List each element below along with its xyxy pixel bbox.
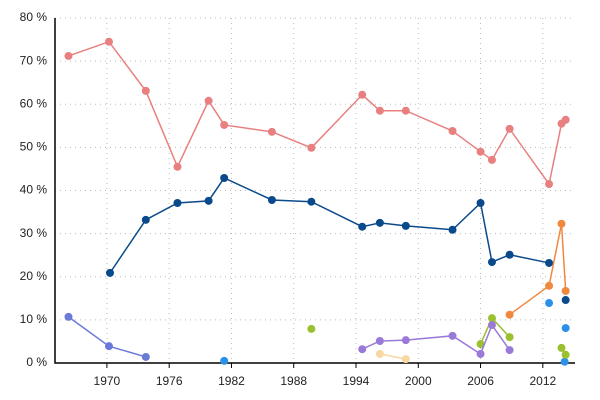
point: [401, 106, 410, 115]
point: [561, 296, 570, 305]
y-tick-label: 40 %: [20, 183, 48, 197]
point: [545, 180, 554, 189]
point: [204, 96, 213, 105]
point: [401, 221, 410, 230]
point: [487, 321, 496, 330]
point: [545, 258, 554, 267]
point: [358, 345, 367, 354]
point: [104, 342, 113, 351]
y-tick-label: 10 %: [20, 312, 48, 326]
point: [307, 324, 316, 333]
point: [560, 357, 569, 366]
point: [505, 346, 514, 355]
point: [375, 337, 384, 346]
point: [545, 299, 554, 308]
point: [375, 218, 384, 227]
point: [505, 333, 514, 342]
y-tick-label: 60 %: [20, 96, 48, 110]
point: [307, 143, 316, 152]
point: [204, 196, 213, 205]
y-tick-label: 20 %: [20, 269, 48, 283]
point: [476, 340, 485, 349]
point: [545, 281, 554, 290]
x-tick-label: 2006: [467, 374, 494, 388]
point: [476, 147, 485, 156]
series-line: [68, 316, 147, 358]
x-tick-label: 1988: [280, 374, 307, 388]
point: [358, 90, 367, 99]
axes: [54, 18, 575, 364]
point: [448, 331, 457, 340]
point: [476, 199, 485, 208]
point: [141, 86, 150, 95]
point: [220, 120, 229, 129]
point: [307, 197, 316, 206]
y-tick-label: 0 %: [26, 355, 47, 369]
y-tick-label: 80 %: [20, 10, 48, 24]
point: [487, 258, 496, 267]
y-tick-label: 50 %: [20, 140, 48, 154]
point: [141, 352, 150, 361]
point: [505, 310, 514, 319]
point: [141, 215, 150, 224]
point: [375, 349, 384, 358]
point: [561, 350, 570, 359]
x-tick-label: 1982: [218, 374, 245, 388]
point: [220, 173, 229, 182]
point: [267, 195, 276, 204]
point: [561, 115, 570, 124]
point: [358, 222, 367, 231]
x-tick-label: 1976: [156, 374, 183, 388]
series-line: [110, 178, 566, 300]
point: [375, 106, 384, 115]
point: [401, 355, 410, 364]
series-line: [68, 40, 567, 186]
point: [220, 356, 229, 365]
point: [104, 37, 113, 46]
point: [561, 286, 570, 295]
point: [448, 225, 457, 234]
x-tick-label: 1970: [94, 374, 121, 388]
x-tick-label: 2000: [405, 374, 432, 388]
point: [448, 126, 457, 135]
series-line: [379, 353, 406, 360]
point: [173, 162, 182, 171]
point: [64, 51, 73, 60]
point: [64, 312, 73, 321]
point: [557, 219, 566, 228]
point: [505, 124, 514, 133]
y-tick-label: 30 %: [20, 226, 48, 240]
x-tick-label: 2012: [529, 374, 556, 388]
point: [173, 199, 182, 208]
point: [267, 127, 276, 136]
point: [106, 268, 115, 277]
point: [561, 324, 570, 333]
point: [505, 250, 514, 259]
point: [487, 155, 496, 164]
x-tick-label: 1994: [343, 374, 370, 388]
point: [557, 343, 566, 352]
series-line: [509, 223, 567, 316]
point: [401, 336, 410, 345]
point: [487, 314, 496, 323]
y-tick-label: 70 %: [20, 53, 48, 67]
point: [476, 349, 485, 358]
